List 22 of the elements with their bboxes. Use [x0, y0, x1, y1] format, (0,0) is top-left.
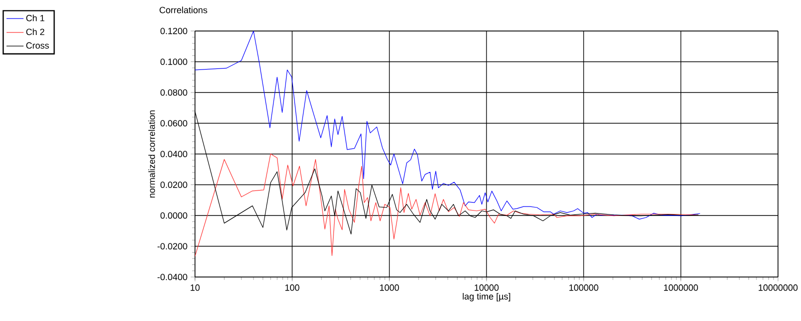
- legend-label: Ch 1: [26, 14, 44, 22]
- y-tick-label: -0.0400: [158, 274, 188, 280]
- x-tick-label: 10000000: [758, 284, 798, 291]
- y-tick-label: 0.1200: [160, 28, 188, 34]
- legend-label: Cross: [26, 42, 49, 49]
- y-tick-label: 0.0600: [160, 120, 188, 126]
- y-axis-title: normalized correlation: [148, 110, 155, 198]
- x-tick-label: 10: [190, 284, 200, 291]
- x-tick-label: 10000: [474, 284, 499, 291]
- legend-label: Ch 2: [26, 28, 44, 36]
- x-tick-label: 100: [285, 284, 300, 291]
- y-tick-label: 0.1000: [160, 58, 188, 65]
- x-tick-label: 100000: [569, 284, 598, 291]
- x-tick-label: 1000000: [664, 284, 698, 291]
- chart-title: Correlations: [160, 6, 208, 14]
- y-tick-label: 0.0800: [160, 89, 188, 96]
- y-tick-label: 0.0400: [160, 150, 188, 158]
- y-tick-label: 0.0200: [160, 182, 188, 188]
- y-tick-label: 0.0000: [160, 212, 188, 219]
- y-tick-label: -0.0200: [158, 243, 188, 250]
- x-tick-label: 1000: [380, 284, 399, 291]
- x-axis-title: lag time [µs]: [462, 292, 510, 302]
